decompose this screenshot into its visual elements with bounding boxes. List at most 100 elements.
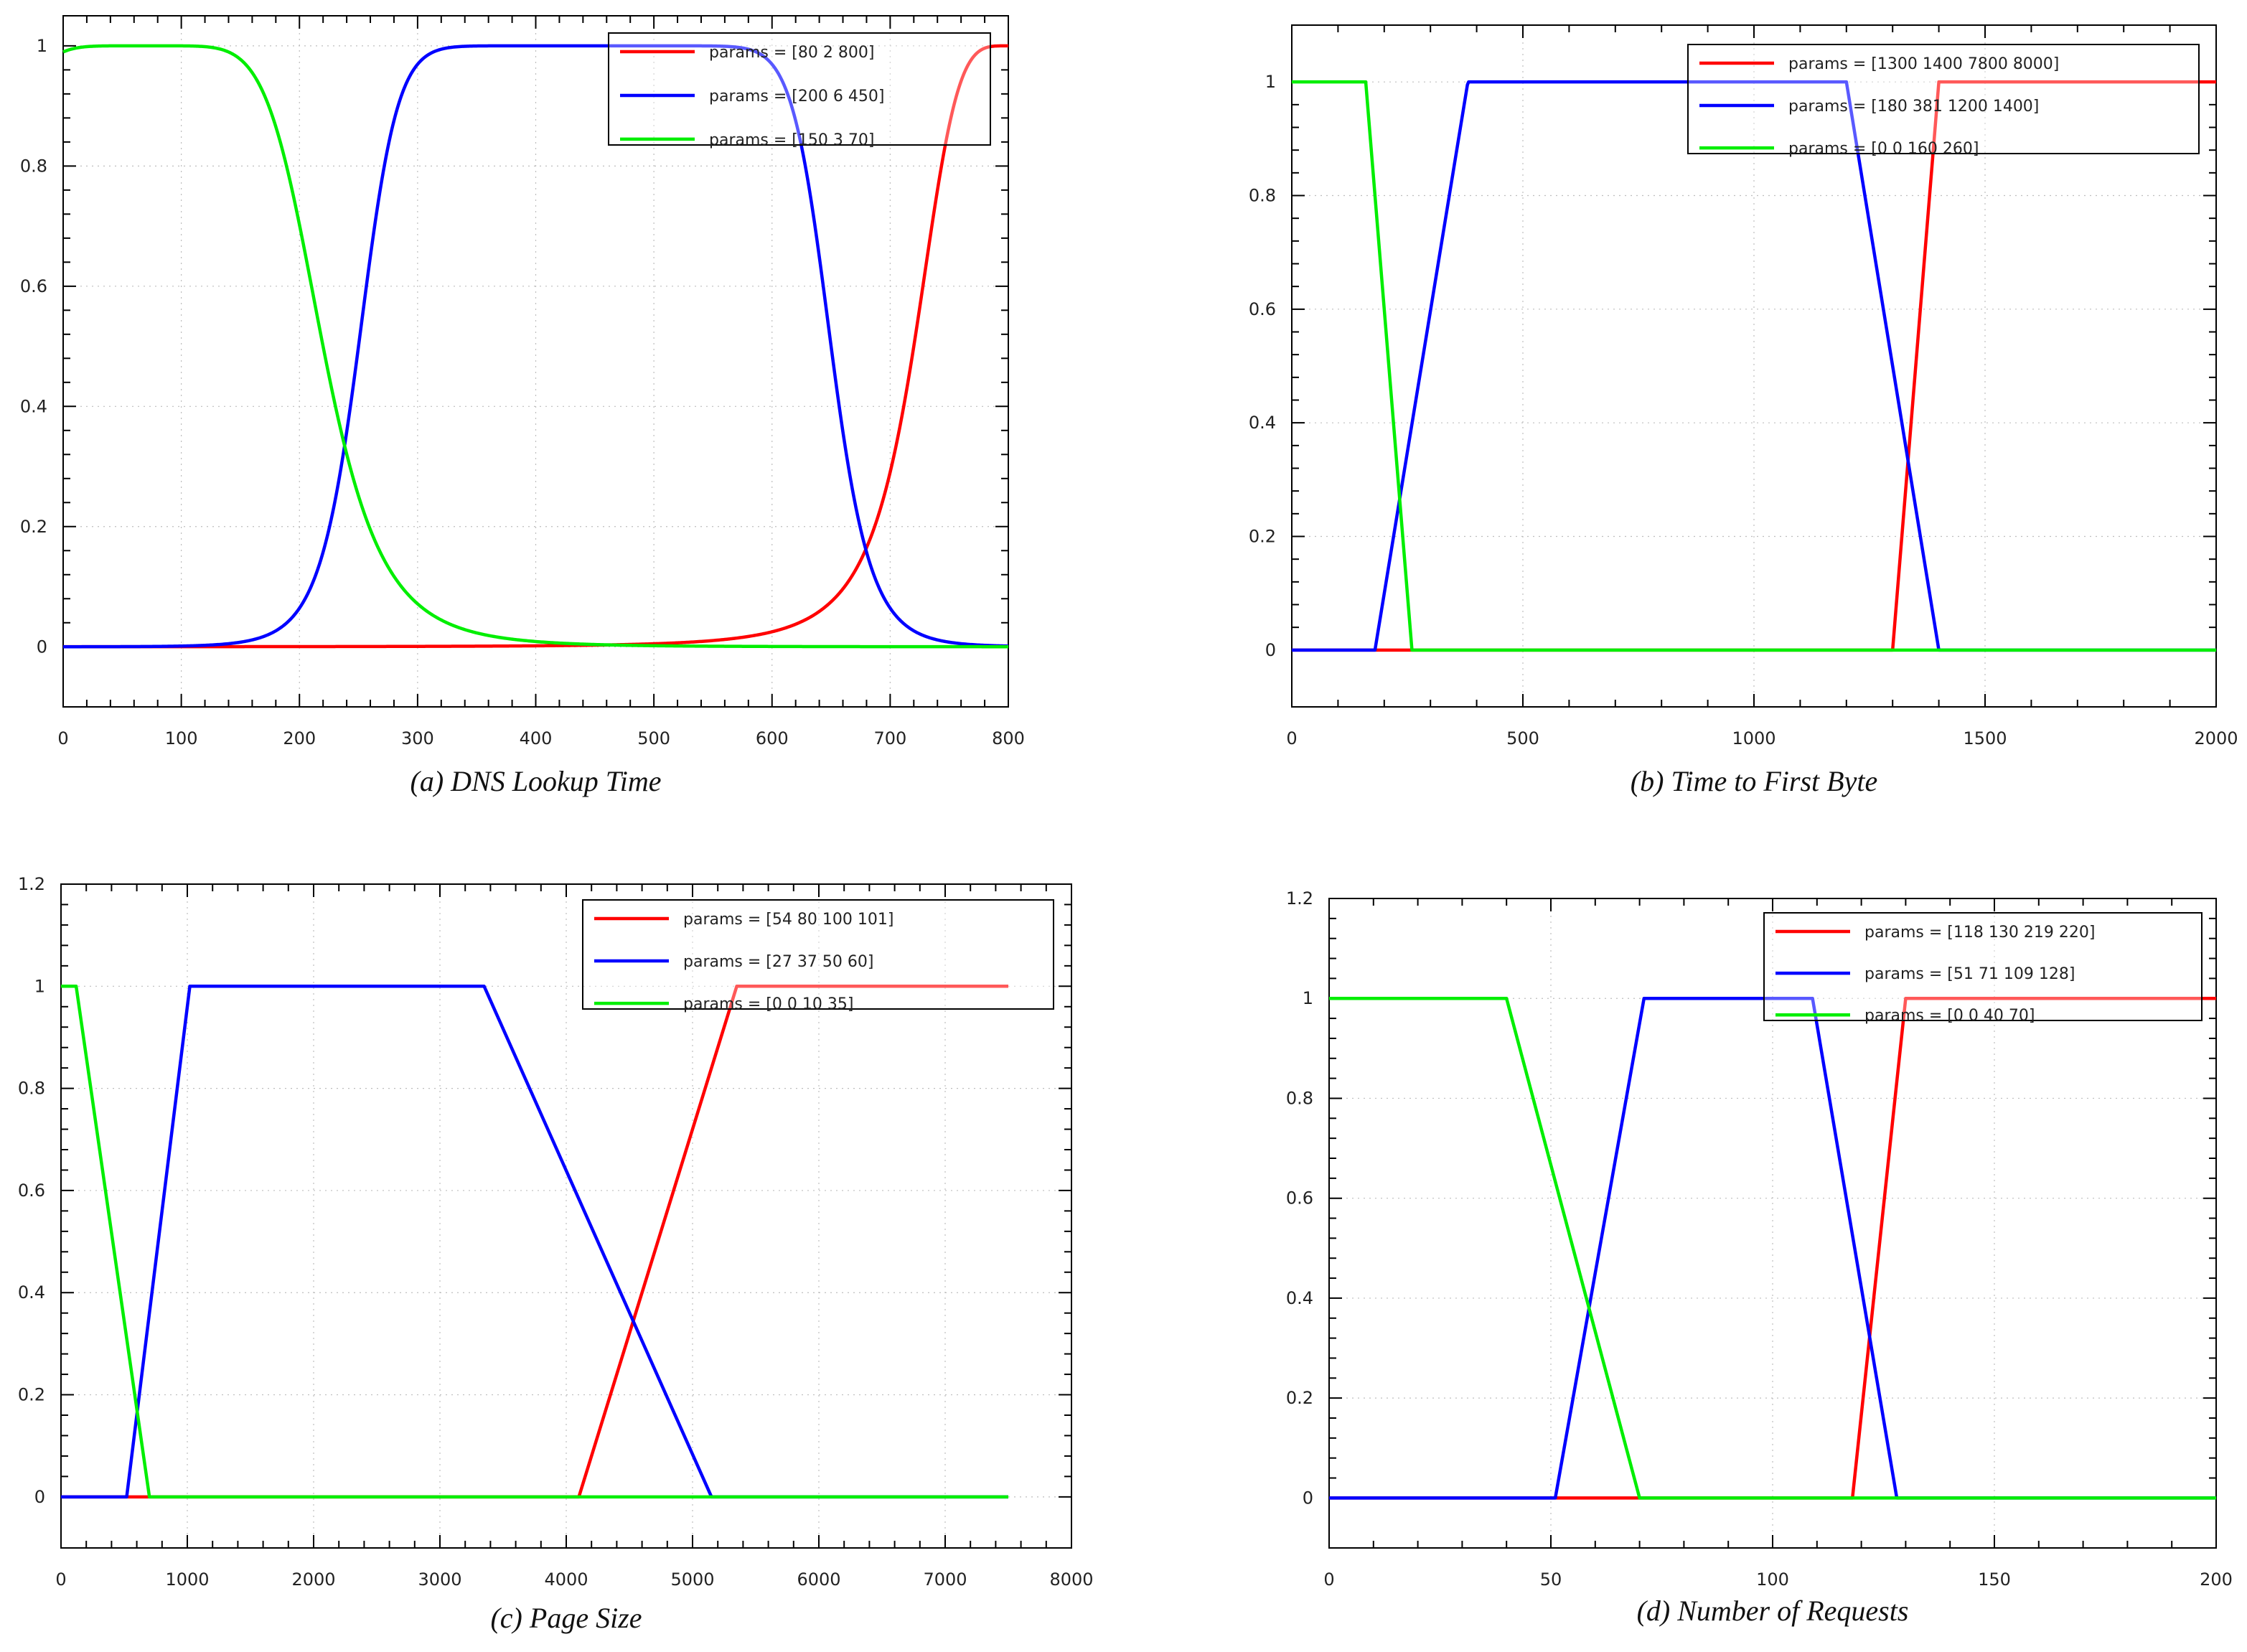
- y-tick-label: 1.2: [1286, 888, 1313, 909]
- series-line-3: [1328, 996, 2217, 1500]
- legend-label-3: params = [150 3 70]: [709, 131, 874, 149]
- y-tick-label: 0.6: [18, 1181, 45, 1201]
- y-tick-label: 1: [37, 36, 47, 56]
- tick-labels: 0 1000 2000 3000 4000 5000 6000 7000 8000 0 0.2 0.4…: [18, 874, 1094, 1590]
- x-tick-label: 6000: [797, 1569, 840, 1590]
- legend: params = [118 130 219 220] params = [51 7…: [1763, 912, 2203, 1025]
- legend-label-2: params = [180 381 1200 1400]: [1788, 98, 2039, 116]
- y-tick-label: 0.8: [1249, 186, 1276, 206]
- series-line-3: [62, 44, 1009, 649]
- x-tick-label: 100: [165, 728, 198, 748]
- legend-label-2: params = [200 6 450]: [709, 88, 884, 105]
- legend-label-2: params = [27 37 50 60]: [683, 953, 873, 971]
- series-line-2: [62, 44, 1009, 649]
- series-line-3: [1291, 80, 2217, 652]
- x-tick-label: 700: [873, 728, 906, 748]
- series-line-2: [1328, 996, 2217, 1500]
- axis-ticks: [60, 883, 1072, 1548]
- x-tick-label: 7000: [923, 1569, 967, 1590]
- axis-ticks: [62, 16, 1009, 707]
- legend-label-3: params = [0 0 160 260]: [1788, 140, 1979, 158]
- legend-label-1: params = [54 80 100 101]: [683, 911, 893, 929]
- legend-label-3: params = [0 0 40 70]: [1864, 1007, 2035, 1025]
- legend-label-3: params = [0 0 10 35]: [683, 995, 853, 1013]
- series-line-1: [1328, 996, 2217, 1500]
- y-tick-label: 0.8: [1286, 1088, 1313, 1108]
- tick-labels: 0 500 1000 1500 2000 0 0.2 0.4 0.6 0.8 1: [1249, 72, 2238, 748]
- tick-labels: 0 50 100 150 200 0 0.2 0.4 0.6 0.8 1 1.2: [1286, 888, 2233, 1590]
- series-line-1: [61, 985, 1008, 1499]
- chart-panel-2: 0 500 1000 1500 2000 0 0.2 0.4 0.6 0.8 1 params = […: [1249, 24, 2238, 797]
- x-tick-label: 150: [1978, 1569, 2011, 1590]
- y-tick-label: 0.6: [20, 276, 47, 296]
- y-tick-label: 1.2: [18, 874, 45, 894]
- y-tick-label: 0.2: [1249, 527, 1276, 547]
- series-line-2: [61, 985, 1008, 1499]
- x-tick-label: 0: [57, 728, 68, 748]
- legend: params = [80 2 800] params = [200 6 450] p…: [608, 32, 991, 149]
- series-group: [1291, 80, 2217, 652]
- x-tick-label: 500: [637, 728, 670, 748]
- tick-labels: 0 100 200 300 400 500 600 700 800 0 0.2 0.4 0.6 0.8 1: [20, 36, 1025, 748]
- panel-caption: (d) Number of Requests: [1637, 1595, 1909, 1627]
- y-tick-label: 1: [1303, 988, 1313, 1008]
- x-tick-label: 3000: [418, 1569, 461, 1590]
- y-tick-label: 0: [1303, 1488, 1313, 1508]
- legend-label-1: params = [80 2 800]: [709, 44, 874, 62]
- legend: params = [1300 1400 7800 8000] params = […: [1687, 44, 2200, 158]
- x-tick-label: 50: [1540, 1569, 1562, 1590]
- y-tick-label: 0.8: [18, 1079, 45, 1099]
- y-tick-label: 0: [37, 637, 47, 657]
- x-tick-label: 300: [401, 728, 434, 748]
- series-group: [61, 985, 1008, 1499]
- legend: params = [54 80 100 101] params = [27 37 …: [582, 899, 1054, 1013]
- x-tick-label: 100: [1756, 1569, 1789, 1590]
- y-tick-label: 0.4: [1286, 1288, 1313, 1308]
- series-line-1: [62, 44, 1009, 649]
- x-tick-label: 200: [2200, 1569, 2233, 1590]
- y-tick-label: 0: [34, 1487, 45, 1507]
- y-tick-label: 0.2: [1286, 1388, 1313, 1408]
- x-tick-label: 1000: [1732, 728, 1775, 748]
- y-tick-label: 0: [1265, 640, 1276, 660]
- panel-caption: (a) DNS Lookup Time: [411, 765, 662, 797]
- x-tick-label: 2000: [291, 1569, 335, 1590]
- y-tick-label: 0.2: [20, 517, 47, 537]
- x-tick-label: 0: [1323, 1569, 1334, 1590]
- y-tick-label: 0.6: [1249, 299, 1276, 319]
- x-tick-label: 400: [520, 728, 553, 748]
- panel-caption: (b) Time to First Byte: [1631, 765, 1877, 797]
- x-tick-label: 8000: [1049, 1569, 1093, 1590]
- x-tick-label: 200: [283, 728, 316, 748]
- series-line-3: [61, 985, 1008, 1499]
- axis-ticks: [1328, 898, 2217, 1548]
- chart-panel-3: 0 1000 2000 3000 4000 5000 6000 7000 8000 0 0.2 0.4…: [18, 874, 1094, 1634]
- x-tick-label: 5000: [670, 1569, 714, 1590]
- y-tick-label: 0.4: [1249, 413, 1276, 433]
- legend-label-1: params = [118 130 219 220]: [1864, 924, 2095, 942]
- x-tick-label: 4000: [544, 1569, 588, 1590]
- y-tick-label: 0.2: [18, 1385, 45, 1405]
- y-tick-label: 0.8: [20, 156, 47, 176]
- y-tick-label: 0.4: [18, 1282, 45, 1303]
- x-tick-label: 0: [1286, 728, 1297, 748]
- x-tick-label: 1000: [165, 1569, 209, 1590]
- y-tick-label: 0.6: [1286, 1188, 1313, 1209]
- panel-caption: (c) Page Size: [490, 1602, 642, 1634]
- legend-label-2: params = [51 71 109 128]: [1864, 965, 2075, 983]
- x-tick-label: 2000: [2194, 728, 2238, 748]
- x-tick-label: 600: [756, 728, 789, 748]
- legend-label-1: params = [1300 1400 7800 8000]: [1788, 55, 2059, 73]
- series-group: [1328, 996, 2217, 1500]
- chart-panel-4: 0 50 100 150 200 0 0.2 0.4 0.6 0.8 1 1.2 params = [1…: [1286, 888, 2233, 1627]
- y-tick-label: 1: [1265, 72, 1276, 92]
- x-tick-label: 500: [1506, 728, 1539, 748]
- y-tick-label: 1: [34, 976, 45, 996]
- y-tick-label: 0.4: [20, 396, 47, 416]
- series-group: [62, 44, 1009, 649]
- x-tick-label: 1500: [1963, 728, 2007, 748]
- chart-panel-1: 0 100 200 300 400 500 600 700 800 0 0.2 0.4 0.6 0.8 1 p…: [20, 15, 1025, 797]
- x-tick-label: 0: [55, 1569, 66, 1590]
- x-tick-label: 800: [992, 728, 1025, 748]
